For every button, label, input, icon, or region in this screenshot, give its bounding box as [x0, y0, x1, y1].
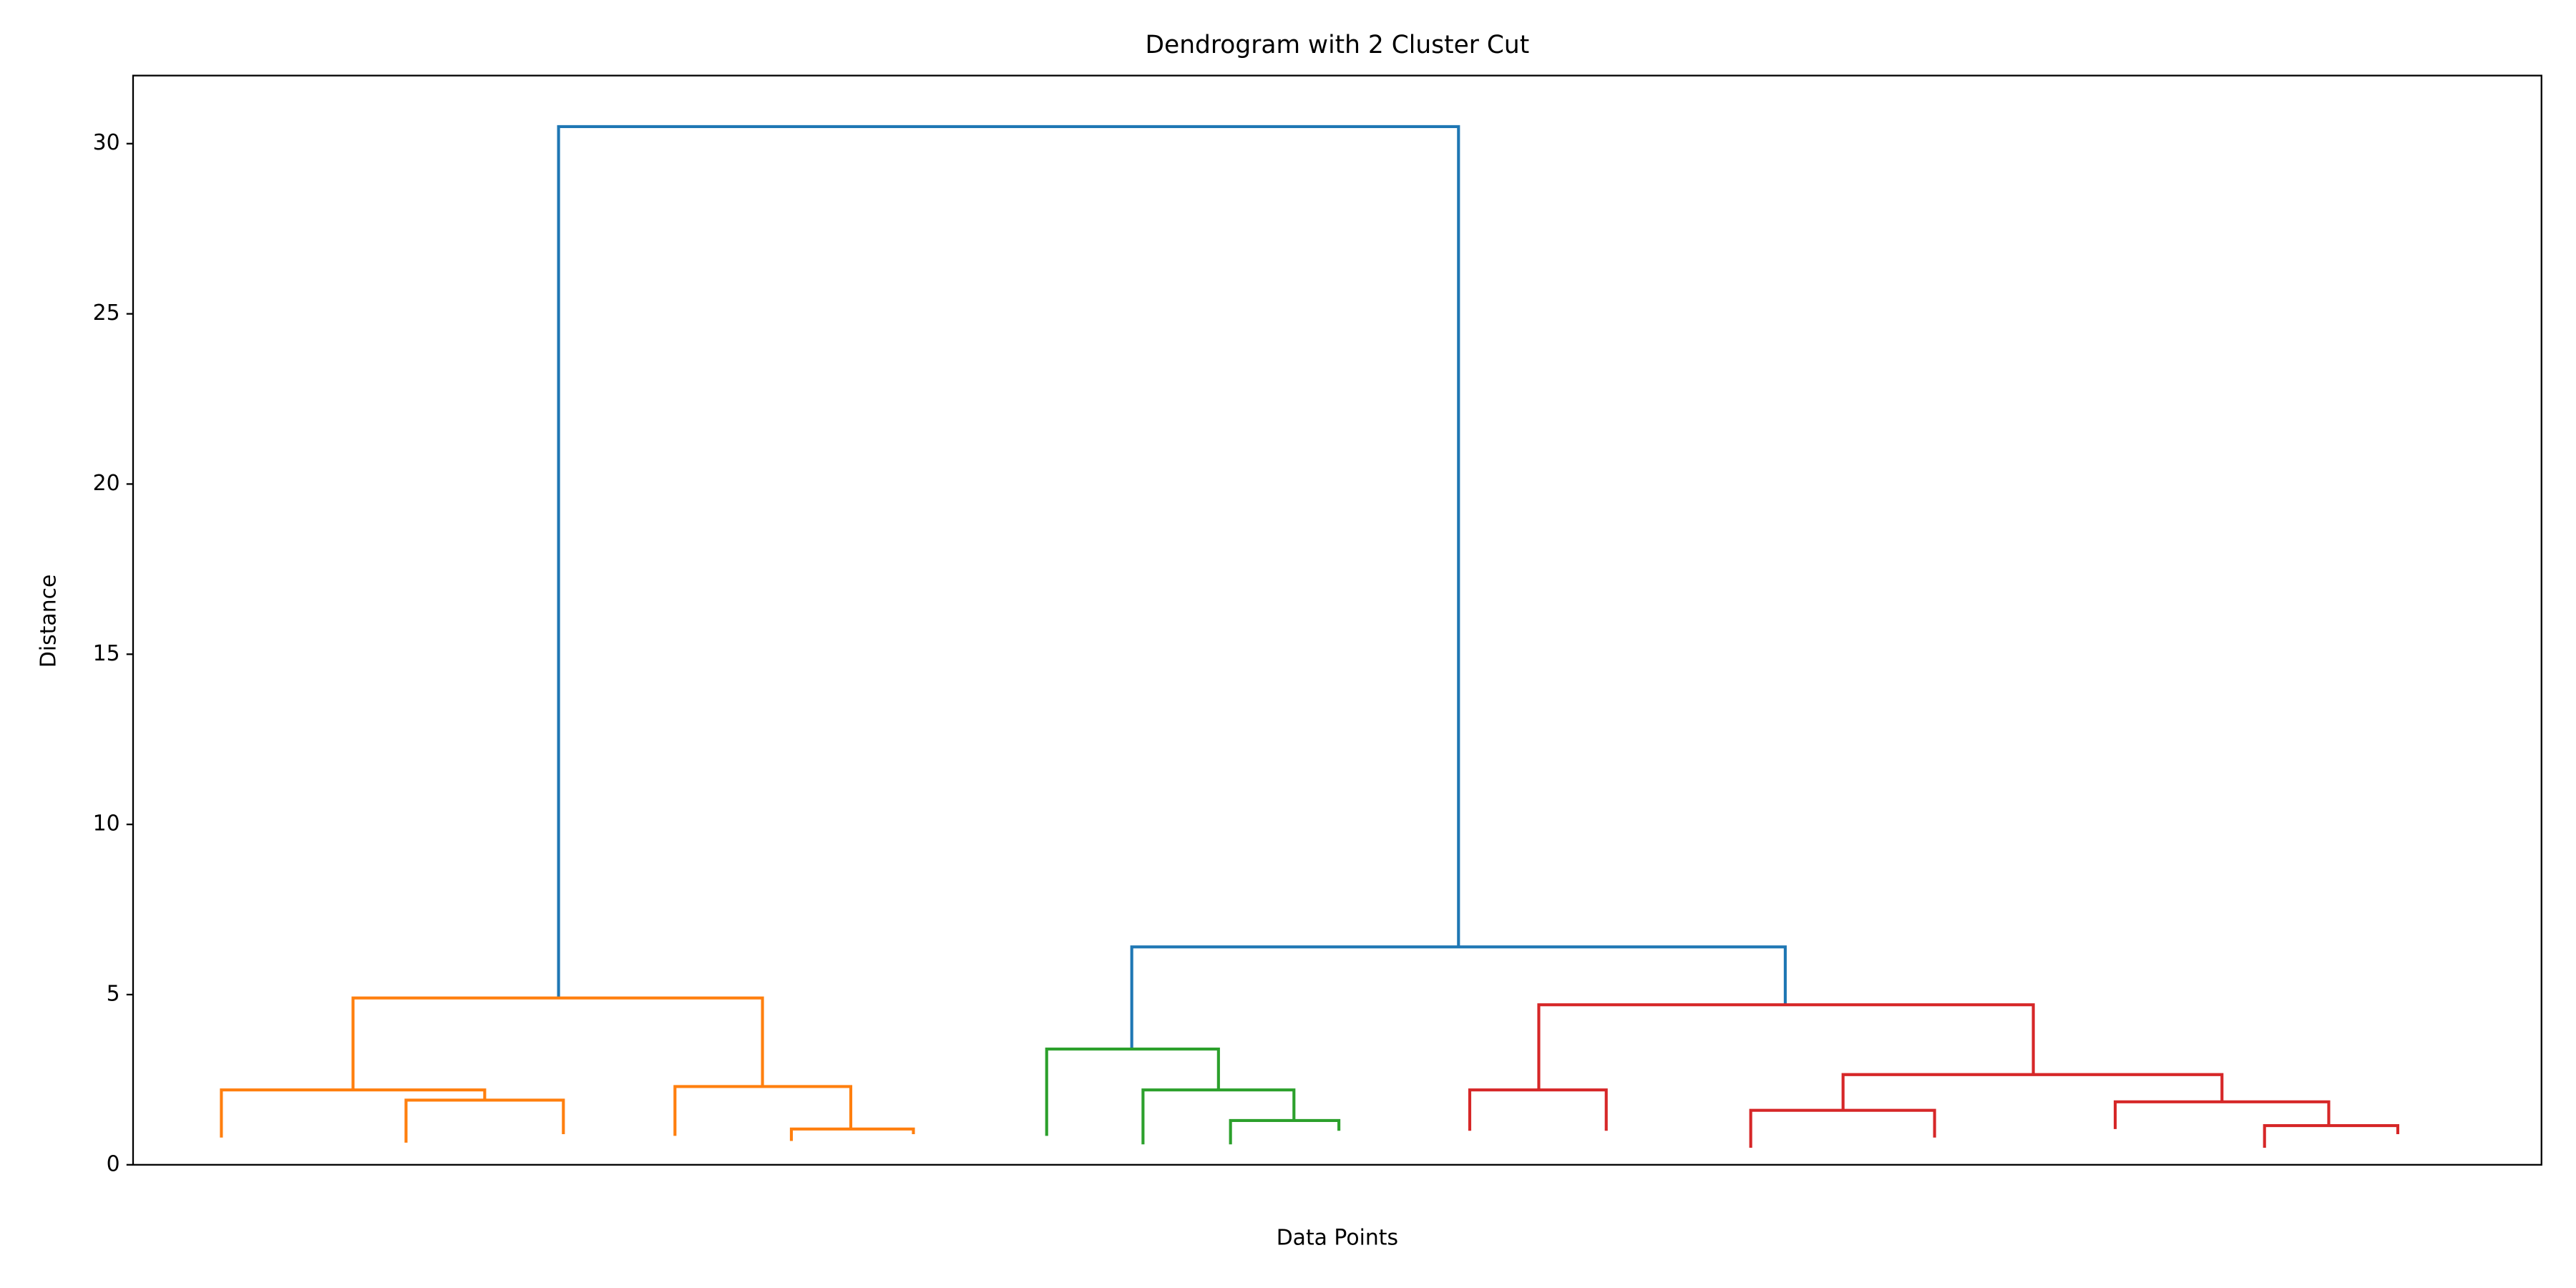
plot-frame [132, 74, 2542, 1166]
link [1841, 1073, 2224, 1111]
y-axis-label: Distance [36, 575, 61, 668]
link [1537, 1003, 2035, 1091]
link [2113, 1100, 2331, 1129]
link [1045, 1048, 1220, 1136]
chart-title: Dendrogram with 2 Cluster Cut [1146, 31, 1530, 59]
x-axis-label: Data Points [1277, 1226, 1398, 1251]
link [789, 1127, 915, 1141]
link [2263, 1124, 2400, 1148]
y-tick-label: 15 [93, 641, 120, 666]
y-tick-label: 0 [107, 1151, 120, 1176]
link [351, 996, 764, 1091]
link [1229, 1118, 1341, 1145]
link [557, 125, 1460, 998]
link [1468, 1088, 1608, 1131]
link [1749, 1108, 1936, 1148]
link [404, 1098, 565, 1143]
y-tick-label: 5 [107, 981, 120, 1006]
link [1130, 945, 1787, 1050]
y-tick-label: 10 [93, 811, 120, 836]
link [1141, 1088, 1296, 1145]
y-tick-label: 25 [93, 301, 120, 326]
link [220, 1088, 487, 1138]
link [673, 1085, 853, 1136]
y-tick-label: 30 [93, 130, 120, 155]
y-tick-label: 20 [93, 471, 120, 496]
